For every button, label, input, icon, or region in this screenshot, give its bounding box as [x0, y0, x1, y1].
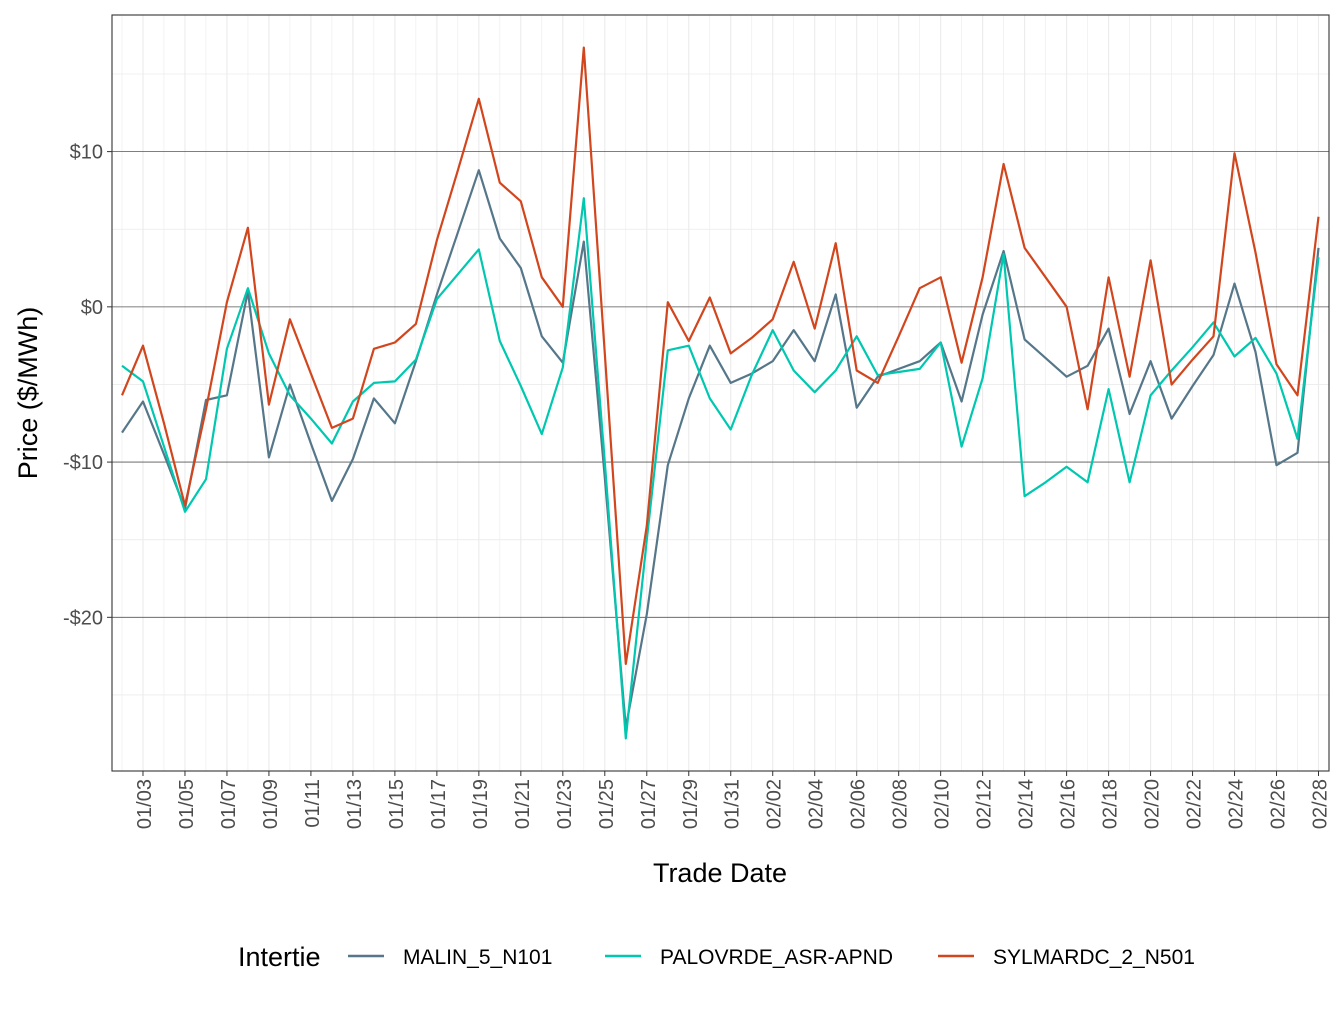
- x-tick-label: 01/23: [554, 779, 576, 829]
- x-tick-label: 01/11: [302, 779, 324, 828]
- x-tick-label: 02/14: [1016, 779, 1038, 829]
- y-axis-title: Price ($/MWh): [13, 307, 43, 480]
- x-tick-label: 02/04: [806, 779, 828, 829]
- x-tick-label: 01/21: [512, 779, 534, 829]
- x-tick-label: 01/07: [218, 779, 240, 829]
- x-tick-label: 01/09: [260, 779, 282, 829]
- y-tick-label: -$20: [63, 607, 103, 629]
- x-tick-label: 01/27: [638, 779, 660, 829]
- x-tick-label: 02/18: [1100, 779, 1122, 829]
- x-tick-label: 02/08: [890, 779, 912, 829]
- x-tick-label: 02/10: [932, 779, 954, 829]
- x-tick-label: 02/26: [1268, 779, 1290, 829]
- x-tick-label: 02/02: [764, 779, 786, 829]
- legend-label: MALIN_5_N101: [403, 946, 552, 969]
- x-tick-label: 01/17: [428, 779, 450, 829]
- legend: Intertie MALIN_5_N101 PALOVRDE_ASR-APND SY…: [238, 942, 1195, 972]
- x-tick-label: 01/25: [596, 779, 618, 829]
- x-axis: 01/03 01/05 01/07 01/09 01/11 01/13 01/15 01/17…: [134, 771, 1332, 829]
- y-tick-label: $0: [81, 297, 103, 319]
- x-tick-label: 02/22: [1184, 779, 1206, 829]
- grid: [112, 15, 1329, 771]
- legend-title: Intertie: [238, 942, 321, 972]
- plot-panel-border: [111, 14, 1330, 772]
- x-tick-label: 01/03: [134, 779, 156, 829]
- x-tick-label: 02/28: [1310, 779, 1332, 829]
- x-tick-label: 01/13: [344, 779, 366, 829]
- x-tick-label: 02/24: [1226, 779, 1248, 829]
- x-tick-label: 01/29: [680, 779, 702, 829]
- y-tick-label: $10: [70, 142, 103, 164]
- series-line-malin-5-n101: [121, 169, 1320, 729]
- x-tick-label: 02/06: [848, 779, 870, 829]
- series-line-palovrde-asr-apnd: [121, 197, 1320, 740]
- x-tick-label: 02/16: [1058, 779, 1080, 829]
- x-tick-label: 02/20: [1142, 779, 1164, 829]
- legend-label: PALOVRDE_ASR-APND: [660, 946, 893, 969]
- x-tick-label: 01/31: [722, 779, 744, 829]
- x-tick-label: 02/12: [974, 779, 996, 829]
- y-tick-label: -$10: [63, 452, 103, 474]
- x-axis-title: Trade Date: [653, 858, 787, 888]
- series-line-sylmardc-2-n501: [120, 46, 1320, 665]
- x-tick-label: 01/15: [386, 779, 408, 829]
- series-lines: [120, 46, 1320, 740]
- legend-label: SYLMARDC_2_N501: [993, 946, 1195, 969]
- x-tick-label: 01/05: [176, 779, 198, 829]
- x-tick-label: 01/19: [470, 779, 492, 829]
- y-axis: $10 $0 -$10 -$20: [63, 142, 112, 629]
